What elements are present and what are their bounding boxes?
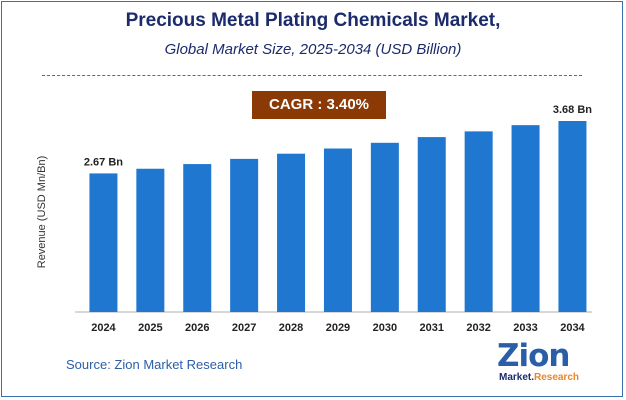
bar-2027 [230, 158, 259, 312]
logo-tagline: Market.Research [499, 372, 579, 383]
bar-2032 [464, 131, 493, 312]
title-divider [42, 75, 582, 76]
x-tick-label-2033: 2033 [513, 322, 537, 334]
logo-wordmark: Zion [497, 338, 570, 374]
source-note: Source: Zion Market Research [66, 357, 243, 372]
chart-subtitle: Global Market Size, 2025-2034 (USD Billi… [164, 41, 462, 58]
x-tick-label-2028: 2028 [279, 322, 303, 334]
bar-2033 [511, 125, 540, 312]
x-tick-label-2025: 2025 [138, 322, 162, 334]
x-tick-label-2024: 2024 [91, 322, 116, 334]
x-tick-label-2027: 2027 [232, 322, 256, 334]
bar-2024 [89, 173, 118, 312]
logo-tagline-1: Market. [499, 372, 535, 383]
bar-2030 [370, 142, 399, 312]
bar-2029 [323, 148, 352, 312]
bar-2026 [183, 164, 212, 312]
x-tick-label-2030: 2030 [373, 322, 397, 334]
x-tick-label-2029: 2029 [326, 322, 350, 334]
x-tick-label-2026: 2026 [185, 322, 209, 334]
x-tick-label-2031: 2031 [420, 322, 444, 334]
bar-2028 [277, 153, 306, 312]
cagr-badge: CAGR : 3.40% [252, 91, 386, 119]
bar-2025 [136, 168, 165, 312]
data-label-2024: 2.67 Bn [84, 156, 123, 168]
chart-title: Precious Metal Plating Chemicals Market, [125, 10, 501, 31]
logo-tagline-2: Research [534, 372, 580, 383]
data-label-2034: 3.68 Bn [553, 104, 592, 116]
bar-2031 [417, 137, 446, 312]
x-tick-label-2032: 2032 [466, 322, 490, 334]
bar-2034 [558, 121, 587, 312]
zion-logo: Zion Market.Research [497, 340, 587, 388]
x-tick-label-2034: 2034 [560, 322, 585, 334]
